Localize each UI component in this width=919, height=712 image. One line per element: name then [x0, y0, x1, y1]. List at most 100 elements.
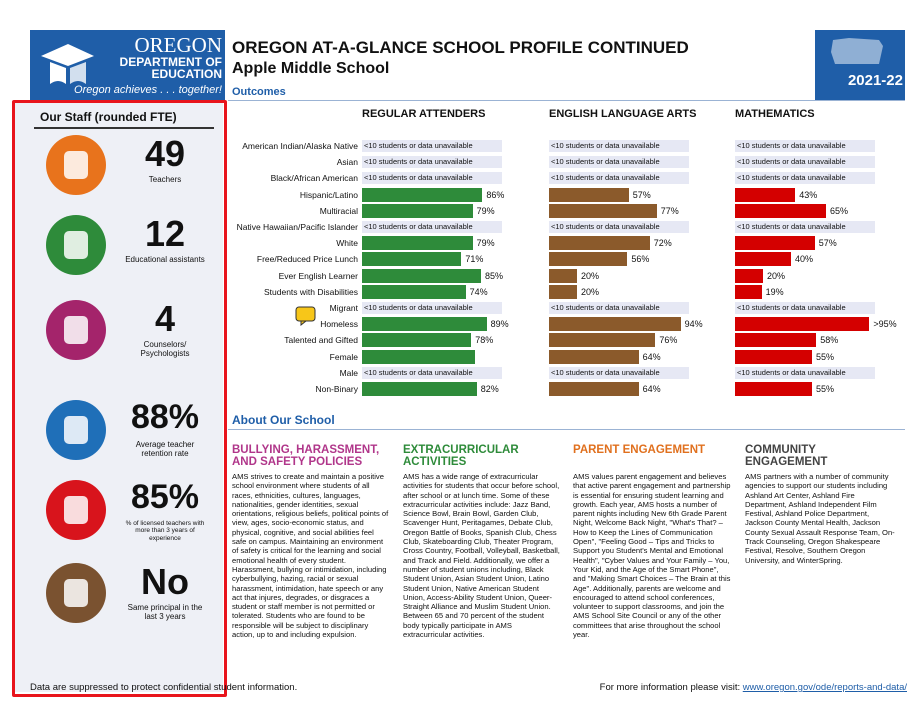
row-label: Asian	[336, 157, 358, 168]
logo: OREGON DEPARTMENT OF EDUCATION Oregon ac…	[30, 30, 225, 100]
bar	[362, 382, 477, 396]
bar	[549, 349, 639, 364]
staff-label: Same principal in the last 3 years	[127, 603, 203, 622]
unavailable-band	[362, 366, 502, 379]
footer-note: Data are suppressed to protect confident…	[30, 682, 298, 693]
bar-label: 20%	[581, 270, 600, 281]
staff-icon-glyph	[64, 151, 88, 179]
unavailable-band	[735, 172, 875, 185]
more-info: For more information please visit:	[599, 682, 741, 693]
unavailable-band	[362, 302, 502, 314]
bar-label: 72%	[653, 238, 672, 249]
highlight-box	[12, 100, 227, 697]
bar	[735, 203, 826, 218]
unavailable-band	[735, 140, 875, 152]
staff-value: 85%	[130, 478, 200, 516]
bar-label: >95%	[873, 319, 897, 330]
bar	[549, 187, 629, 202]
unavailable-band	[362, 172, 502, 185]
bar-label: 56%	[631, 254, 650, 265]
unavailable-band	[735, 156, 875, 169]
bar	[362, 236, 473, 251]
unavailable-label: <10 students or data unavailable	[551, 367, 660, 377]
column-header: MATHEMATICS	[735, 108, 815, 120]
bar	[735, 236, 815, 251]
section-heading: BULLYING, HARASSMENT, AND SAFETY POLICIE…	[232, 444, 380, 468]
bar	[362, 187, 483, 202]
bar	[362, 203, 473, 218]
staff-label: % of licensed teachers with more than 3 …	[125, 520, 205, 542]
bar-label: 20%	[581, 286, 600, 297]
bar	[735, 349, 812, 364]
bar-label: 65%	[830, 205, 849, 216]
bar	[549, 268, 577, 283]
staff-value: 4	[154, 298, 176, 339]
staff-label: Teachers	[148, 175, 182, 184]
logo-subtitle: DEPARTMENT OF EDUCATION	[119, 55, 222, 81]
bar-label: 78%	[475, 335, 494, 346]
unavailable-band	[735, 221, 875, 233]
header-rule	[228, 100, 905, 101]
bar	[549, 382, 639, 396]
staff-icon-glyph	[64, 231, 88, 259]
staff-value: 12	[144, 213, 186, 254]
bar-label: 64%	[642, 384, 661, 394]
bar-label: 82%	[480, 384, 499, 394]
bar-label: 79%	[476, 205, 495, 216]
bar	[735, 333, 817, 348]
bar-label: 94%	[684, 319, 703, 330]
bar-label: 57%	[632, 189, 651, 200]
unavailable-label: <10 students or data unavailable	[551, 157, 660, 167]
staff-rule	[34, 127, 214, 129]
year-badge: 2021-22	[815, 30, 905, 100]
bar	[362, 317, 487, 332]
section-text: AMS partners with a number of community …	[745, 472, 895, 565]
unavailable-band	[549, 156, 689, 169]
bar	[362, 284, 466, 299]
bar-label: 86%	[486, 189, 505, 200]
row-label: Students with Disabilities	[263, 286, 358, 297]
info-link[interactable]: www.oregon.gov/ode/reports-and-data/	[742, 682, 907, 693]
bar-label: 58%	[820, 335, 839, 346]
unavailable-band	[362, 140, 502, 152]
bar	[549, 333, 656, 348]
unavailable-label: <10 students or data unavailable	[737, 157, 846, 167]
bar	[549, 317, 681, 332]
unavailable-label: <10 students or data unavailable	[551, 141, 660, 150]
unavailable-band	[549, 140, 689, 152]
unavailable-band	[549, 302, 689, 314]
staff-value: No	[141, 561, 189, 602]
unavailable-band	[549, 221, 689, 233]
bar	[735, 284, 762, 299]
row-label: Ever English Learner	[278, 270, 358, 281]
bar	[735, 268, 763, 283]
bar	[362, 268, 481, 283]
row-label: Male	[339, 367, 358, 378]
unavailable-label: <10 students or data unavailable	[551, 173, 660, 183]
row-label: Free/Reduced Price Lunch	[256, 254, 358, 265]
oregon-shape	[831, 38, 883, 64]
section-heading: COMMUNITY ENGAGEMENT	[745, 444, 828, 468]
row-label: Non-Binary	[315, 384, 358, 394]
logo-icon	[41, 44, 94, 84]
row-label: Hispanic/Latino	[299, 189, 358, 200]
title: OREGON AT-A-GLANCE SCHOOL PROFILE CONTIN…	[232, 38, 689, 57]
bar	[362, 252, 462, 267]
staff-label: Counselors/ Psychologists	[140, 340, 190, 359]
bar-label: 19%	[765, 286, 784, 297]
unavailable-label: <10 students or data unavailable	[364, 157, 473, 167]
row-label: Female	[329, 351, 358, 362]
row-label: White	[336, 238, 358, 249]
unavailable-label: <10 students or data unavailable	[364, 222, 473, 231]
staff-label: Average teacher retention rate	[135, 440, 195, 459]
unavailable-label: <10 students or data unavailable	[364, 303, 473, 312]
bar-label: 55%	[816, 384, 835, 394]
unavailable-label: <10 students or data unavailable	[737, 141, 846, 150]
staff-icon-glyph	[64, 416, 88, 444]
footer-more: For more information please visit: www.o…	[600, 682, 907, 693]
unavailable-band	[549, 172, 689, 185]
year: 2021-22	[847, 72, 903, 89]
staff-icon-glyph	[64, 316, 88, 344]
unavailable-label: <10 students or data unavailable	[737, 173, 846, 183]
staff-label: Educational assistants	[125, 255, 205, 264]
